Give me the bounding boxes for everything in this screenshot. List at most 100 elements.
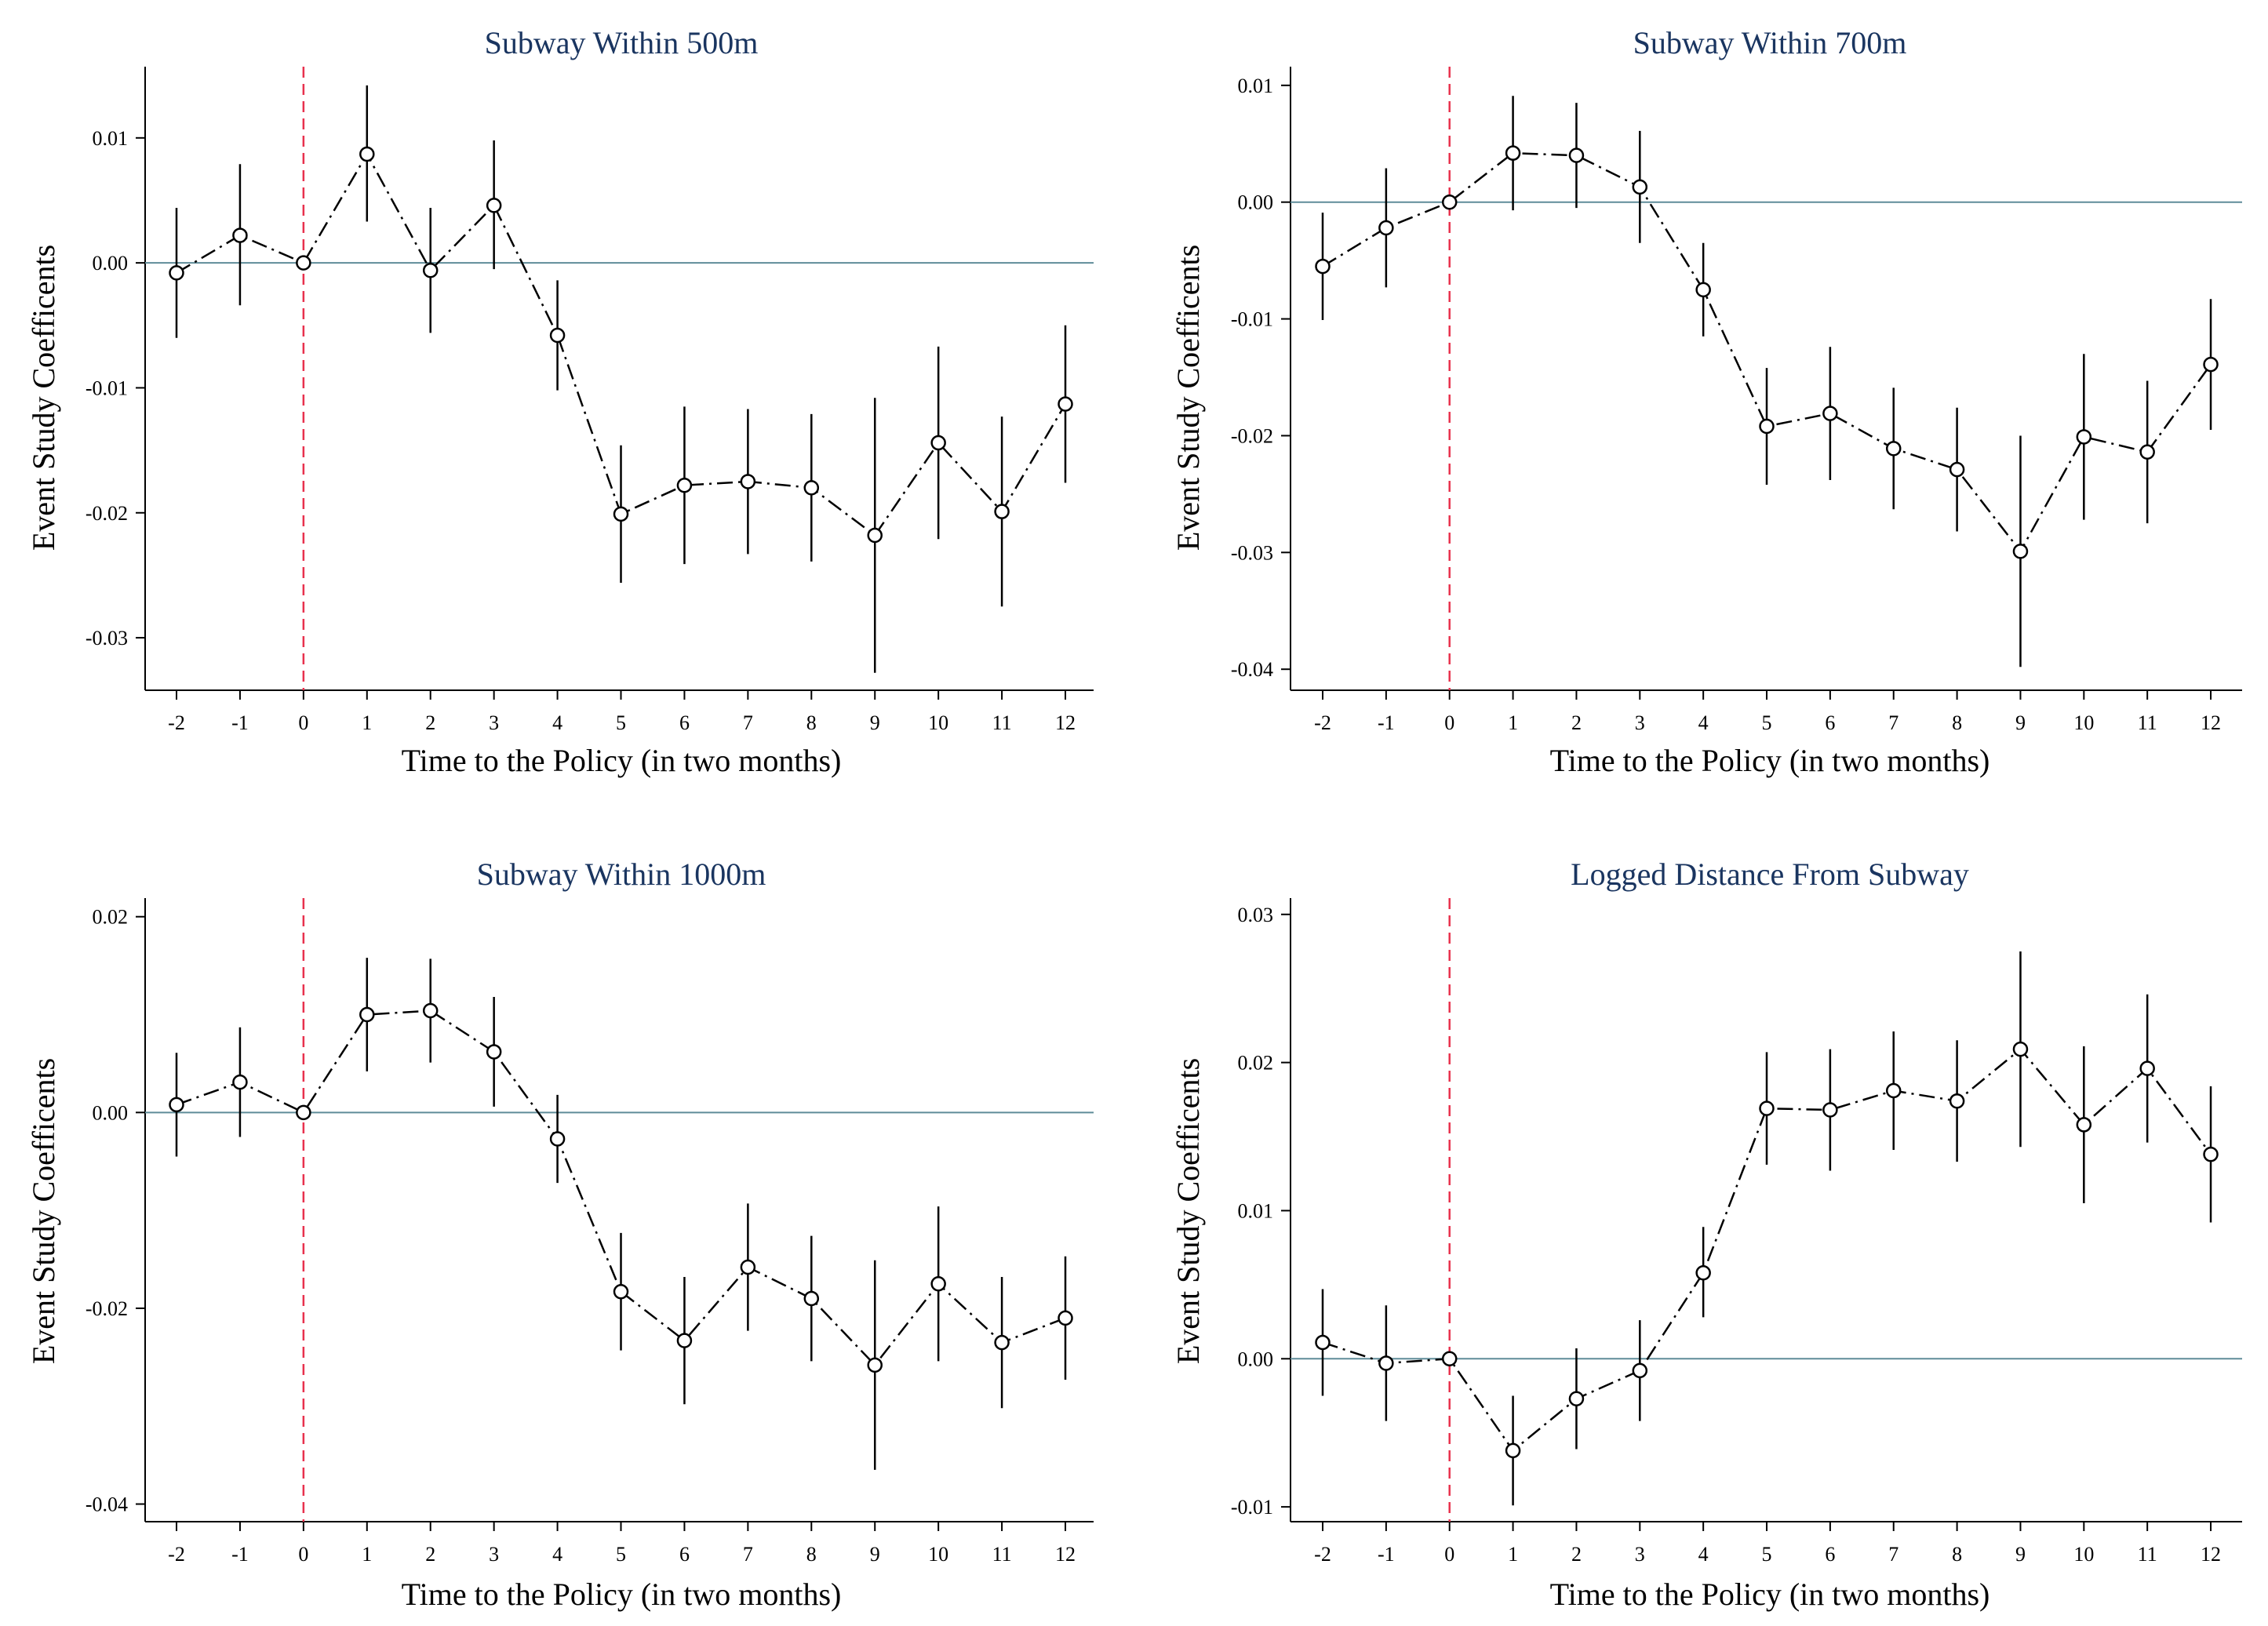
x-tick-label: 7 (743, 711, 753, 734)
x-tick-label: 2 (1571, 711, 1582, 734)
x-tick-label: 4 (552, 711, 562, 734)
data-point (296, 1104, 311, 1121)
x-tick-label: 11 (992, 711, 1012, 734)
data-point (803, 480, 820, 496)
y-tick-label: -0.04 (1231, 658, 1273, 681)
data-point (169, 1097, 184, 1113)
y-tick-label: -0.04 (86, 1493, 128, 1516)
plot-area: 0.020.00-0.02-0.04-2 -1 0 1 2 3 4 5 6 7 8 9 10 11 12 (86, 898, 1094, 1566)
x-tick-label: 2 (1571, 1543, 1582, 1566)
y-tick-label: 0.01 (93, 127, 129, 150)
plot-area: 0.030.020.010.00-0.01-2 -1 0 1 2 3 4 5 6 7 8 9 10 11 1… (1231, 898, 2242, 1566)
x-tick-label: 3 (489, 1543, 499, 1566)
y-tick-label: 0.00 (1238, 1348, 1274, 1370)
x-tick-label: 9 (2015, 1543, 2026, 1566)
data-point (1949, 461, 1965, 478)
data-point (1632, 1362, 1648, 1379)
x-tick-label: 12 (2201, 1543, 2221, 1566)
x-axis-label: Time to the Policy (in two months) (1550, 743, 1990, 778)
y-tick-label: -0.03 (86, 627, 128, 649)
y-tick-label: 0.00 (1238, 191, 1274, 214)
x-tick-label: 6 (1825, 1543, 1835, 1566)
x-tick-label: 6 (1825, 711, 1835, 734)
data-point (1378, 1355, 1394, 1371)
data-point (1441, 1351, 1458, 1367)
data-point (2076, 429, 2092, 445)
x-tick-label: -1 (231, 711, 249, 734)
series-line (176, 1009, 1066, 1367)
x-tick-label: 3 (1635, 711, 1645, 734)
data-point (867, 1357, 883, 1373)
plot-area: 0.010.00-0.01-0.02-0.03-2 -1 0 1 2 3 4 5 6 7 8 9 10 1… (86, 67, 1094, 734)
y-tick-label: -0.02 (1231, 424, 1273, 447)
panel-title: Subway Within 500m (485, 25, 759, 60)
y-axis-label: Event Study Coefficents (1170, 245, 1206, 551)
data-point (1058, 1310, 1073, 1326)
panel-title: Logged Distance From Subway (1571, 857, 1969, 892)
x-tick-label: 5 (616, 1543, 626, 1566)
data-point (1759, 1100, 1775, 1116)
y-tick-label: 0.03 (1238, 904, 1274, 926)
x-tick-label: 10 (928, 1543, 948, 1566)
x-tick-label: 7 (1888, 1543, 1898, 1566)
x-tick-label: 7 (743, 1543, 753, 1566)
x-tick-label: -2 (168, 1543, 185, 1566)
x-tick-label: -2 (168, 711, 185, 734)
plot-area: 0.010.00-0.01-0.02-0.03-0.04-2 -1 0 1 2 3 4 5 6 7… (1231, 67, 2242, 734)
x-tick-label: 7 (1888, 711, 1898, 734)
y-tick-label: -0.01 (1231, 308, 1273, 331)
x-tick-label: -2 (1314, 1543, 1331, 1566)
data-point (422, 1002, 439, 1019)
x-tick-label: 5 (616, 711, 626, 734)
y-axis-label: Event Study Coefficents (26, 245, 61, 551)
data-point (994, 1334, 1010, 1351)
x-tick-label: 3 (1635, 1543, 1645, 1566)
data-point (613, 506, 629, 522)
x-tick-label: 1 (362, 1543, 372, 1566)
data-point (2203, 1146, 2219, 1162)
y-tick-label: -0.02 (86, 502, 128, 525)
x-tick-label: 8 (1952, 1543, 1962, 1566)
data-point (486, 1044, 502, 1060)
x-tick-label: 9 (2015, 711, 2026, 734)
data-point (1949, 1093, 1965, 1109)
y-tick-label: 0.02 (93, 906, 129, 929)
y-axis-label: Event Study Coefficents (26, 1058, 61, 1364)
data-point (740, 1259, 756, 1275)
y-tick-label: 0.01 (1238, 75, 1274, 97)
data-point (232, 1074, 248, 1090)
panel-title: Subway Within 700m (1633, 25, 1907, 60)
x-axis-label: Time to the Policy (in two months) (402, 743, 842, 778)
data-point (2012, 1041, 2029, 1057)
data-point (930, 1275, 946, 1292)
x-tick-label: 1 (1508, 1543, 1518, 1566)
data-point (2139, 444, 2155, 460)
x-tick-label: 5 (1762, 711, 1772, 734)
data-point (1695, 282, 1711, 298)
x-tick-label: 12 (2201, 711, 2221, 734)
data-point (296, 255, 311, 271)
data-point (2076, 1117, 2092, 1133)
data-point (549, 1131, 566, 1147)
data-point (422, 262, 439, 278)
x-tick-label: 1 (362, 711, 372, 734)
data-point (740, 474, 756, 489)
data-point (359, 146, 375, 162)
data-point (803, 1290, 820, 1307)
x-tick-label: 11 (2138, 1543, 2157, 1566)
data-point (1315, 1334, 1331, 1351)
x-tick-label: 2 (425, 711, 435, 734)
x-tick-label: 3 (489, 711, 499, 734)
x-tick-label: 8 (806, 1543, 817, 1566)
x-tick-label: 4 (552, 1543, 562, 1566)
x-tick-label: -1 (231, 1543, 249, 1566)
x-tick-label: 4 (1698, 711, 1709, 734)
x-tick-label: 0 (298, 711, 308, 734)
data-point (1822, 406, 1838, 421)
data-point (1695, 1265, 1711, 1281)
x-tick-label: 0 (1444, 1543, 1454, 1566)
y-tick-label: 0.00 (93, 1101, 129, 1124)
x-tick-label: 12 (1055, 1543, 1076, 1566)
series-line (1322, 151, 2212, 554)
data-point (1378, 220, 1394, 236)
